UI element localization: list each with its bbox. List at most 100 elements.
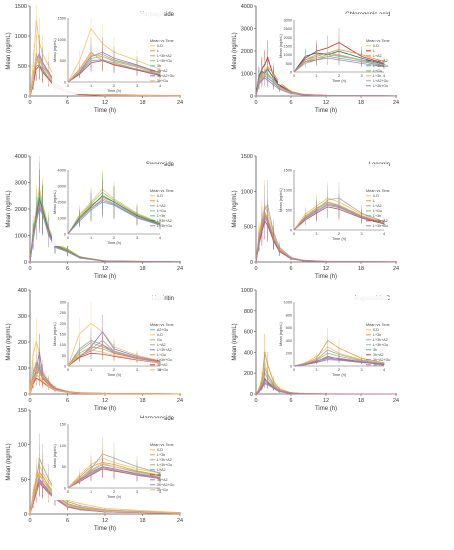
inset-x-tick-label: 0 [293, 368, 295, 372]
data-point [54, 389, 56, 391]
legend-item: 0-D [157, 194, 163, 198]
legend-item: L+Gu [157, 209, 166, 213]
data-point [272, 385, 275, 388]
legend-item: L+A2 [373, 54, 382, 58]
y-axis-label: Mean (ng/mL) [232, 323, 238, 360]
x-axis-label: Time (h) [315, 108, 337, 114]
inset-y-tick-label: 1000 [284, 301, 292, 305]
y-tick-label: 100 [18, 366, 27, 372]
x-tick-label: 0 [28, 518, 31, 524]
inset-x-tick-label: 3 [136, 84, 138, 88]
inset-y-tick-label: 50 [62, 465, 66, 469]
data-point [35, 20, 38, 22]
data-point [29, 95, 31, 97]
legend-item: L+A2+Gu [373, 79, 388, 83]
inset-y-tick-label: 1000 [284, 189, 292, 193]
inset-y-tick-label: 600 [286, 326, 292, 330]
data-point [179, 512, 181, 515]
y-axis-label: Mean (ng/mL) [232, 190, 238, 227]
legend-item: L+3h [373, 214, 381, 218]
inset-x-tick-label: 3 [136, 236, 138, 240]
legend-item: 0-D [157, 44, 163, 48]
inset-x-tick-label: 2 [113, 84, 115, 88]
data-point [301, 259, 304, 262]
inset-background [278, 14, 388, 84]
data-point [41, 212, 44, 214]
legend-item: 0-D [157, 333, 163, 337]
inset-x-tick-label: 4 [383, 74, 385, 78]
inset-x-tick-label: 1 [315, 368, 317, 372]
data-point [79, 507, 81, 510]
data-point [66, 391, 69, 394]
inset-x-axis-label: Time (h) [332, 79, 347, 83]
data-point [261, 227, 263, 229]
data-point [104, 507, 106, 510]
legend-title: Mean vs Time [150, 443, 174, 447]
inset-x-tick-label: 4 [159, 236, 161, 240]
data-point [179, 95, 181, 97]
data-point [255, 261, 257, 263]
x-axis-label: Time (h) [315, 406, 337, 412]
inset-series-line-3h+Gu [67, 349, 161, 367]
data-point [66, 250, 69, 253]
legend-item: 3h [373, 348, 377, 352]
legend-item: 0-D [373, 44, 379, 48]
inset-background [52, 164, 164, 246]
inset-x-tick-label: 4 [159, 368, 161, 372]
data-point [79, 392, 81, 395]
y-tick-label: 0 [24, 260, 27, 266]
data-point [266, 364, 269, 366]
legend-item: L+3h+A2 [157, 458, 172, 462]
x-tick-label: 6 [66, 518, 69, 524]
data-point [255, 393, 257, 395]
legend-item: L+3h [373, 74, 381, 78]
inset-y-axis-label: Mean (ng/mL) [279, 33, 283, 57]
y-tick-label: 3000 [15, 181, 27, 187]
legend-item: L [373, 199, 375, 203]
inset-y-tick-label: 500 [286, 209, 292, 213]
inset-x-tick-label: 2 [338, 232, 340, 236]
legend-item: 3h+A2 [157, 478, 168, 482]
inset-x-tick-label: 2 [113, 368, 115, 372]
inset-x-tick-label: 0 [293, 74, 295, 78]
inset-y-tick-label: 2000 [58, 201, 66, 205]
data-point [261, 79, 263, 82]
data-point [272, 83, 275, 86]
inset-y-tick-label: 500 [286, 62, 292, 66]
x-tick-label: 12 [323, 266, 329, 272]
inset-x-tick-label: 3 [360, 232, 362, 236]
y-tick-label: 1500 [15, 4, 27, 10]
inset-y-axis-label: Mean (ng/mL) [53, 443, 57, 467]
data-point [301, 392, 304, 395]
inset-y-tick-label: 150 [60, 423, 66, 427]
data-point [41, 65, 44, 67]
data-point [395, 261, 397, 263]
inset-y-tick-label: 300 [60, 301, 66, 305]
x-tick-label: 18 [358, 398, 364, 404]
legend-item: L+3h+A2 [373, 338, 388, 342]
y-tick-label: 2000 [241, 49, 253, 55]
data-point [38, 351, 41, 354]
x-axis-label: Time (h) [94, 108, 116, 114]
x-axis-label: Time (h) [94, 526, 116, 532]
y-tick-label: 4000 [15, 154, 27, 160]
data-point [35, 341, 38, 343]
data-point [41, 380, 44, 382]
inset-x-tick-label: 4 [159, 84, 161, 88]
data-point [301, 94, 304, 96]
x-tick-label: 12 [102, 266, 108, 272]
data-point [179, 393, 181, 395]
x-tick-label: 24 [393, 398, 399, 404]
y-tick-label: 50 [21, 477, 27, 483]
inset-x-tick-label: 4 [383, 232, 385, 236]
data-point [278, 88, 281, 91]
data-point [32, 79, 34, 82]
data-point [325, 393, 327, 395]
x-tick-label: 24 [177, 100, 183, 106]
y-tick-label: 2000 [15, 207, 27, 213]
inset-series-line-L+3h+Gu [67, 199, 161, 235]
legend-item: L+3h+A2 [157, 348, 172, 352]
inset-x-tick-label: 3 [136, 368, 138, 372]
